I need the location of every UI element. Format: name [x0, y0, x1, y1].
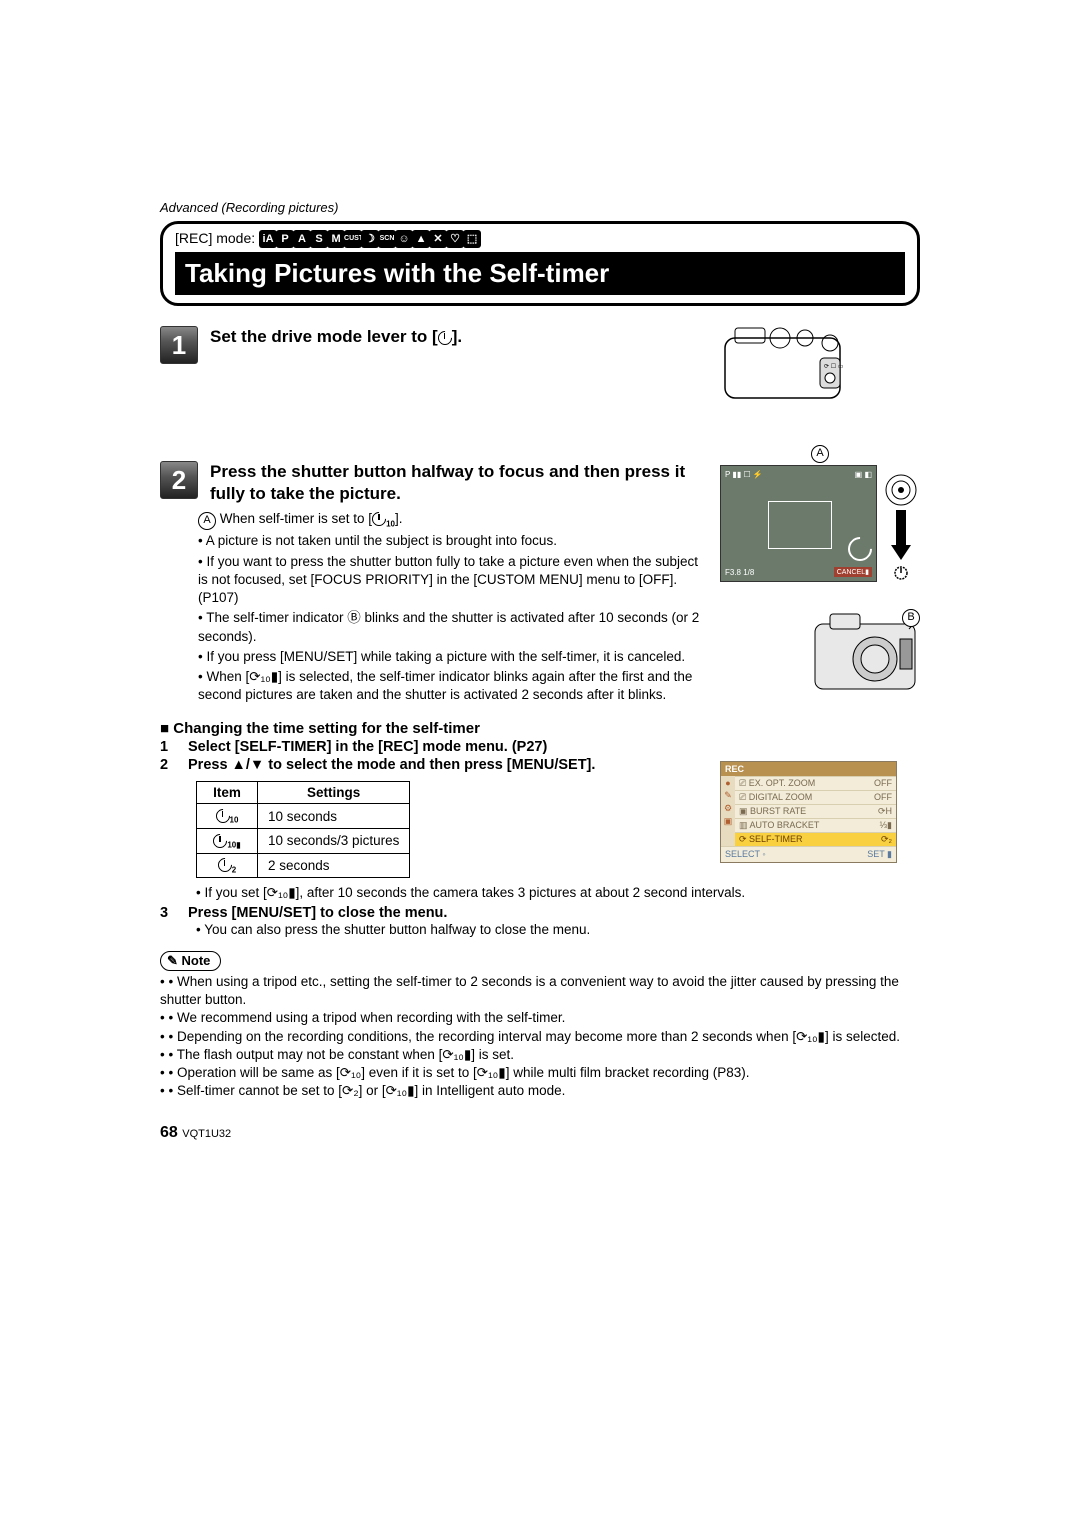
label-a: A [811, 445, 829, 463]
note-bullet: • Depending on the recording conditions,… [160, 1028, 920, 1046]
mode-icon: ✕ [429, 230, 447, 248]
step-1-text: Set the drive mode lever to []. [210, 326, 704, 347]
mode-icon: A [293, 230, 311, 248]
mode-dial-arrow-illustration [883, 465, 919, 580]
info-line-a: A When self-timer is set to [10]. [198, 510, 704, 530]
mode-icon: CUST [344, 230, 362, 248]
bullet: If you press [MENU/SET] while taking a p… [198, 648, 704, 666]
bullet: You can also press the shutter button ha… [196, 921, 920, 939]
page-footer: 68 VQT1U32 [160, 1124, 920, 1142]
step-2-number: 2 [160, 461, 198, 499]
camera-top-illustration: ⟳ ☐ ▭ [720, 308, 850, 408]
bullet: A picture is not taken until the subject… [198, 532, 704, 550]
step-2-text: Press the shutter button halfway to focu… [210, 461, 704, 504]
note-bullet: • When using a tripod etc., setting the … [160, 973, 920, 1009]
table-row: 10▮10 seconds/3 pictures [197, 829, 410, 854]
rec-menu-illustration: REC ●✎⚙▣ ⎚ EX. OPT. ZOOMOFF ⎚ DIGITAL ZO… [720, 761, 897, 863]
self-timer-10-icon [372, 512, 386, 526]
mode-icon: S [310, 230, 328, 248]
mode-icon: P [276, 230, 294, 248]
mode-icon: ▲ [412, 230, 430, 248]
settings-table: ItemSettings 1010 seconds 10▮10 seconds/… [196, 781, 410, 878]
table-row: 1010 seconds [197, 804, 410, 829]
numbered-step-3: Press [MENU/SET] to close the menu. [188, 905, 920, 921]
mode-icon: ☺ [395, 230, 413, 248]
page-title: Taking Pictures with the Self-timer [175, 252, 905, 295]
mode-icon: M [327, 230, 345, 248]
note-bullet: • We recommend using a tripod when recor… [160, 1009, 920, 1027]
mode-icons: iAPASMCUST☽SCN☺▲✕♡⬚ [259, 230, 480, 248]
mode-icon: ☽ [361, 230, 379, 248]
mode-icon: iA [259, 230, 277, 248]
subheading-changing: ■ Changing the time setting for the self… [160, 720, 920, 737]
note-label: Note [160, 951, 221, 971]
self-timer-icon [438, 331, 452, 345]
table-header: Item [197, 782, 258, 804]
section-header: Advanced (Recording pictures) [160, 200, 920, 215]
step-1-number: 1 [160, 326, 198, 364]
timer-10-3-icon [213, 834, 227, 848]
mode-icon: ♡ [446, 230, 464, 248]
note-bullet: • Operation will be same as [⟳₁₀] even i… [160, 1064, 920, 1082]
mode-icon: ⬚ [463, 230, 481, 248]
bullet: If you set [⟳₁₀▮], after 10 seconds the … [196, 884, 920, 902]
svg-text:⟳ ☐ ▭: ⟳ ☐ ▭ [824, 363, 844, 370]
numbered-step-1: Select [SELF-TIMER] in the [REC] mode me… [188, 739, 704, 755]
bullet: The self-timer indicator Ⓑ blinks and th… [198, 609, 704, 645]
bullet: When [⟳₁₀▮] is selected, the self-timer … [198, 668, 704, 704]
table-header: Settings [258, 782, 410, 804]
table-row: 22 seconds [197, 853, 410, 878]
timer-10-icon [216, 809, 230, 823]
notes-block: • When using a tripod etc., setting the … [160, 973, 920, 1101]
rec-mode-prefix: [REC] mode: [175, 230, 255, 246]
lcd-preview-illustration: P ▮▮ ☐ ⚡ ▣ ◧ CANCEL▮ F3.8 1/8 [720, 465, 877, 582]
timer-2-icon [218, 858, 232, 872]
bullet: If you want to press the shutter button … [198, 553, 704, 608]
mode-icon: SCN [378, 230, 396, 248]
mode-box: [REC] mode: iAPASMCUST☽SCN☺▲✕♡⬚ Taking P… [160, 221, 920, 306]
note-bullet: • Self-timer cannot be set to [⟳₂] or [⟳… [160, 1082, 920, 1100]
numbered-step-2: Press ▲/▼ to select the mode and then pr… [188, 757, 704, 773]
note-bullet: • The flash output may not be constant w… [160, 1046, 920, 1064]
